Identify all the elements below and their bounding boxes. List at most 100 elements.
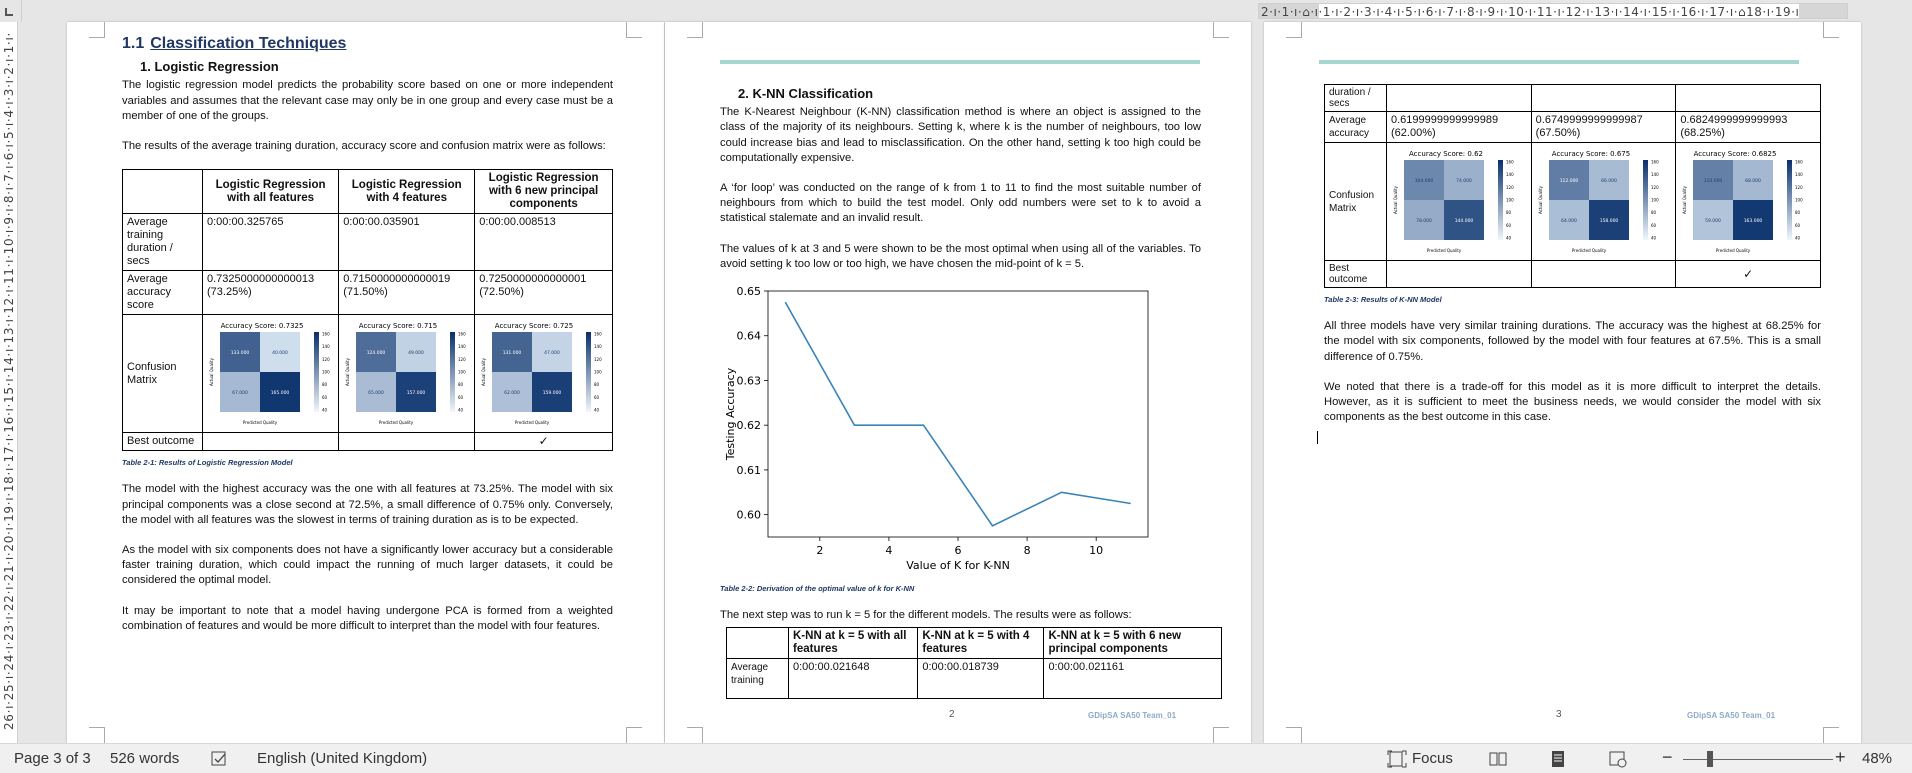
page-2-body[interactable]: 2. K-NN Classification The K-Nearest Nei… — [720, 82, 1222, 700]
focus-icon[interactable] — [1387, 750, 1407, 768]
zoom-slider-track[interactable] — [1683, 759, 1833, 760]
word-count[interactable]: 526 words — [110, 750, 180, 767]
colorbar-tick: 100 — [1651, 197, 1659, 202]
page-count[interactable]: Page 3 of 3 — [14, 750, 91, 767]
matrix-title: Accuracy Score: 0.7325 — [221, 322, 304, 330]
colorbar-tick: 40 — [1651, 235, 1657, 240]
matrix-cell — [1548, 199, 1589, 240]
matrix-cell — [532, 371, 573, 412]
matrix-y-label: Actual Quality — [345, 357, 350, 386]
print-layout-icon[interactable] — [1548, 750, 1568, 768]
colorbar-tick: 40 — [1795, 235, 1801, 240]
tab-selector[interactable] — [0, 0, 22, 22]
matrix-cell — [492, 371, 533, 412]
colorbar-tick: 100 — [322, 369, 330, 374]
confusion-matrix-chart: Accuracy Score: 0.675 112.000 66.000 64.000… — [1538, 150, 1659, 253]
colorbar-tick: 140 — [594, 344, 602, 349]
zoom-in-button[interactable]: + — [1835, 747, 1846, 767]
y-tick-label: 0.60 — [737, 509, 762, 522]
matrix-cell — [356, 331, 397, 372]
x-tick-label: 10 — [1089, 544, 1103, 557]
x-tick-label: 2 — [816, 544, 823, 557]
colorbar-tick: 80 — [1506, 210, 1512, 215]
y-tick-label: 0.63 — [737, 374, 762, 387]
matrix-cell-label: 133.000 — [231, 350, 250, 356]
colorbar-tick: 60 — [1795, 222, 1801, 227]
knn-accuracy-chart: 0.60 0.61 0.62 0.63 0.64 0.65 2 4 6 8 10 Value of… — [724, 285, 1149, 572]
matrix-cell — [260, 331, 300, 372]
matrix-title: Accuracy Score: 0.675 — [1551, 150, 1629, 158]
colorbar — [314, 331, 319, 412]
matrix-cell-label: 158.000 — [1599, 218, 1618, 224]
matrix-cell — [396, 371, 437, 412]
colorbar-tick: 160 — [458, 331, 466, 336]
subheading-knn: 2. K-NN Classification — [738, 86, 874, 101]
y-axis: 0.60 0.61 0.62 0.63 0.64 0.65 — [737, 285, 768, 522]
colorbar-tick: 120 — [1795, 184, 1803, 189]
matrix-cell — [356, 371, 397, 412]
table-header: Logistic Regression with all features — [201, 169, 340, 215]
table-row: Confusion Matrix Accuracy Score: 0.7325 1… — [122, 314, 613, 434]
colorbar-tick: 100 — [1506, 197, 1514, 202]
matrix-cell-label: 78.000 — [1416, 218, 1432, 224]
colorbar-tick: 160 — [594, 331, 602, 336]
footer-team: GDipSA SA50 Team_01 — [1687, 711, 1776, 720]
matrix-cell — [1588, 199, 1629, 240]
matrix-cell-label: 47.000 — [544, 350, 560, 356]
matrix-cell — [220, 331, 260, 372]
table-caption: Table 2-1: Results of Logistic Regressio… — [122, 458, 293, 468]
web-layout-icon[interactable] — [1608, 750, 1628, 768]
zoom-out-button[interactable]: − — [1662, 747, 1673, 767]
series-line — [784, 301, 1131, 527]
table-row: Average accuracy 0.6199999999999989 (62.… — [1324, 111, 1821, 143]
zoom-level[interactable]: 48% — [1862, 750, 1893, 767]
chart-frame — [767, 290, 1149, 538]
colorbar-tick: 160 — [1651, 159, 1659, 164]
table-header: K-NN at k = 5 with all features — [787, 627, 919, 660]
x-tick-label: 8 — [1024, 544, 1031, 557]
paragraph: As the model with six components does no… — [122, 544, 613, 587]
paragraph: A ‘for loop’ was conducted on the range … — [720, 182, 1201, 225]
matrix-cell — [1693, 199, 1734, 240]
matrix-cell-label: 66.000 — [1601, 178, 1617, 184]
matrix-cell — [1444, 159, 1484, 200]
colorbar — [1642, 159, 1648, 240]
matrix-cell — [260, 371, 300, 412]
colorbar-tick: 120 — [1651, 184, 1659, 189]
paragraph: It may be important to note that a model… — [122, 604, 613, 632]
paragraph: We noted that there is a trade-off for t… — [1324, 380, 1821, 424]
colorbar-tick: 80 — [1795, 210, 1801, 215]
colorbar-tick: 80 — [458, 382, 464, 387]
colorbar-tick: 40 — [1506, 235, 1512, 240]
colorbar-tick: 40 — [458, 407, 464, 412]
matrix-cell-label: 110.000 — [1704, 178, 1723, 184]
paragraph: The model with the highest accuracy was … — [122, 483, 613, 526]
matrix-x-label: Predicted Quality — [1716, 248, 1751, 253]
x-axis: 2 4 6 8 10 — [816, 537, 1103, 557]
matrix-cell-label: 159.000 — [543, 390, 562, 396]
page-1[interactable]: 1.1 Classification Techniques 1. Logistic… — [67, 22, 664, 743]
vertical-ruler[interactable]: 26·ı·25·ı·24·ı·23·ı·22·ı·21·ı·20·ı·19·ı·… — [0, 22, 18, 743]
paragraph: The values of k at 3 and 5 were shown to… — [720, 242, 1201, 270]
colorbar-tick: 160 — [1506, 159, 1514, 164]
matrix-cell — [532, 331, 573, 372]
matrix-cell-label: 104.000 — [1415, 178, 1434, 184]
page-3[interactable]: duration / secs Average accuracy 0.61999… — [1264, 22, 1861, 743]
colorbar-tick: 100 — [458, 369, 466, 374]
page-3-body[interactable]: duration / secs Average accuracy 0.61999… — [1324, 84, 1821, 440]
footer-team: GDipSA SA50 Team_01 — [1088, 711, 1177, 720]
focus-button[interactable]: Focus — [1412, 750, 1453, 767]
paragraph: The results of the average training dura… — [122, 140, 606, 153]
page-2[interactable]: 2. K-NN Classification The K-Nearest Nei… — [665, 22, 1251, 743]
language[interactable]: English (United Kingdom) — [257, 750, 428, 767]
read-mode-icon[interactable] — [1488, 750, 1508, 768]
matrix-y-label: Actual Quality — [209, 357, 214, 386]
knn-results-table-continued: duration / secs Average accuracy 0.61999… — [1324, 84, 1821, 288]
horizontal-ruler[interactable]: 2·ı·1·ı·⌂·ı·1·ı·2·ı·3·ı·4·ı·5·ı·6·ı·7·ı·… — [1258, 3, 1848, 19]
table-row: Average training duration / secs 0:00:00… — [122, 213, 613, 272]
proofing-icon[interactable] — [210, 750, 230, 768]
colorbar-tick: 60 — [322, 395, 328, 400]
zoom-slider-thumb[interactable] — [1707, 751, 1713, 767]
page-1-body[interactable]: 1.1 Classification Techniques 1. Logistic… — [122, 36, 613, 649]
colorbar-tick: 60 — [594, 395, 600, 400]
